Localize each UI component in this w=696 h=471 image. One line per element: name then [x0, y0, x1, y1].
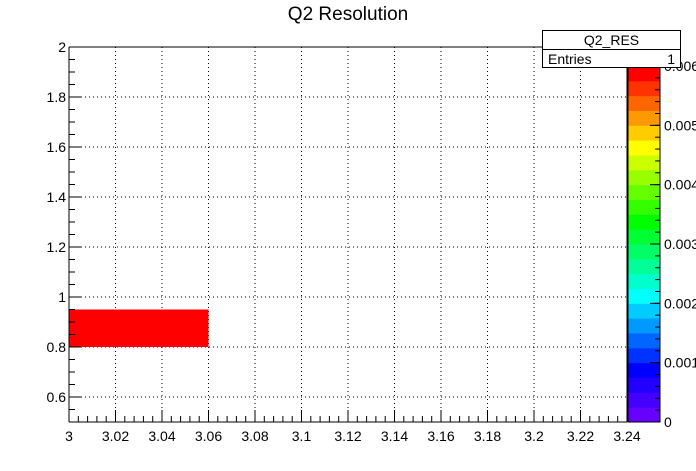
palette-swatch [628, 155, 660, 171]
y-tick-label: 1 [58, 289, 66, 305]
palette-swatch [628, 95, 660, 111]
palette-swatch [628, 407, 660, 423]
palette-swatch [628, 273, 660, 289]
stats-histogram-name: Q2_RES [543, 31, 680, 50]
x-tick-label: 3.22 [567, 428, 594, 444]
x-tick-label: 3.18 [474, 428, 501, 444]
y-tick-label: 0.8 [47, 339, 67, 355]
x-tick-label: 3.14 [381, 428, 408, 444]
palette-swatch [628, 362, 660, 378]
y-tick-label: 1.8 [47, 89, 67, 105]
x-tick-label: 3 [65, 428, 73, 444]
palette-swatch [628, 333, 660, 349]
palette-tick-label: 0 [664, 414, 672, 430]
x-tick-label: 3.1 [292, 428, 312, 444]
x-tick-label: 3.16 [427, 428, 454, 444]
heatmap-cell [69, 309, 209, 347]
palette-swatch [628, 199, 660, 215]
palette-swatch [628, 66, 660, 82]
x-tick-label: 3.04 [148, 428, 175, 444]
palette-swatch [628, 184, 660, 200]
x-tick-label: 3.12 [334, 428, 361, 444]
stats-entries-label: Entries [548, 51, 592, 67]
palette-swatch [628, 140, 660, 156]
palette-swatch [628, 318, 660, 334]
y-tick-label: 2 [58, 39, 66, 55]
y-tick-label: 1.6 [47, 139, 67, 155]
palette-swatch [628, 288, 660, 304]
palette-swatch [628, 347, 660, 364]
palette-swatch [628, 214, 660, 230]
x-tick-label: 3.08 [241, 428, 268, 444]
palette-swatch [628, 110, 660, 126]
palette-swatch [628, 229, 660, 245]
stats-box: Q2_RES Entries 1 [542, 30, 681, 68]
palette-tick-label: 0.002 [664, 295, 696, 311]
chart-title: Q2 Resolution [287, 4, 409, 25]
palette-swatch [628, 125, 660, 141]
x-tick-label: 3.24 [613, 428, 640, 444]
palette-swatch [628, 80, 660, 97]
palette-swatch [628, 392, 660, 408]
y-tick-label: 1.4 [47, 189, 67, 205]
palette-tick-label: 0.005 [664, 117, 696, 133]
y-tick-label: 0.6 [47, 389, 67, 405]
x-tick-label: 3.2 [524, 428, 544, 444]
x-tick-label: 3.02 [102, 428, 129, 444]
palette-swatch [628, 258, 660, 275]
palette-swatch [628, 244, 660, 260]
palette-tick-label: 0.003 [664, 236, 696, 252]
palette-swatch [628, 303, 660, 319]
palette-tick-label: 0.001 [664, 355, 696, 371]
stats-entries-value: 1 [667, 51, 675, 67]
palette-swatch [628, 169, 660, 186]
palette-tick-label: 0.004 [664, 177, 696, 193]
palette-swatch [628, 377, 660, 393]
y-tick-label: 1.2 [47, 239, 67, 255]
x-tick-label: 3.06 [195, 428, 222, 444]
